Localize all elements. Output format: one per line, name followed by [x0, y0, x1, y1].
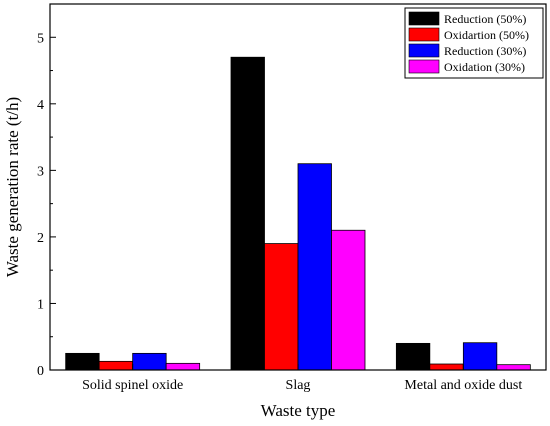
- bar-0-0: [65, 352, 100, 371]
- x-axis-title: Waste type: [261, 401, 336, 420]
- y-tick-label-0: 0: [37, 364, 44, 379]
- bar-2-0: [395, 342, 431, 371]
- legend-label-0: Reduction (50%): [444, 12, 526, 26]
- y-tick-label-4: 4: [37, 98, 44, 113]
- bar-0-2: [132, 352, 167, 371]
- x-axis: Solid spinel oxide Slag Metal and oxide du…: [82, 364, 522, 393]
- legend-swatch-0: [408, 11, 440, 26]
- bar-2-2: [462, 342, 498, 371]
- bar-0-3: [165, 362, 201, 371]
- bars-group: [65, 56, 531, 371]
- x-tick-label-2: Metal and oxide dust: [404, 378, 522, 393]
- bar-1-0: [230, 56, 265, 371]
- legend-label-3: Oxidation (30%): [444, 60, 525, 74]
- bar-2-1: [429, 363, 464, 371]
- legend-label-1: Oxidartion (50%): [444, 28, 529, 42]
- y-axis: 0 1 2 3 4 5: [37, 31, 56, 379]
- y-tick-label-3: 3: [37, 164, 44, 179]
- bar-0-1: [98, 360, 134, 371]
- y-tick-label-5: 5: [37, 31, 44, 46]
- legend-swatch-1: [408, 27, 440, 42]
- y-tick-label-1: 1: [37, 297, 44, 312]
- y-axis-title: Waste generation rate (t/h): [3, 97, 22, 277]
- y-tick-label-2: 2: [37, 231, 44, 246]
- bar-1-1: [264, 243, 299, 371]
- legend: Reduction (50%) Oxidartion (50%) Reduction…: [404, 7, 544, 79]
- legend-label-2: Reduction (30%): [444, 44, 526, 58]
- bar-1-2: [297, 163, 332, 371]
- legend-swatch-3: [408, 59, 440, 74]
- x-tick-label-0: Solid spinel oxide: [82, 378, 183, 393]
- x-tick-label-1: Slag: [286, 378, 311, 393]
- bar-2-3: [496, 364, 531, 371]
- bar-1-3: [331, 229, 366, 371]
- legend-swatch-2: [408, 43, 440, 58]
